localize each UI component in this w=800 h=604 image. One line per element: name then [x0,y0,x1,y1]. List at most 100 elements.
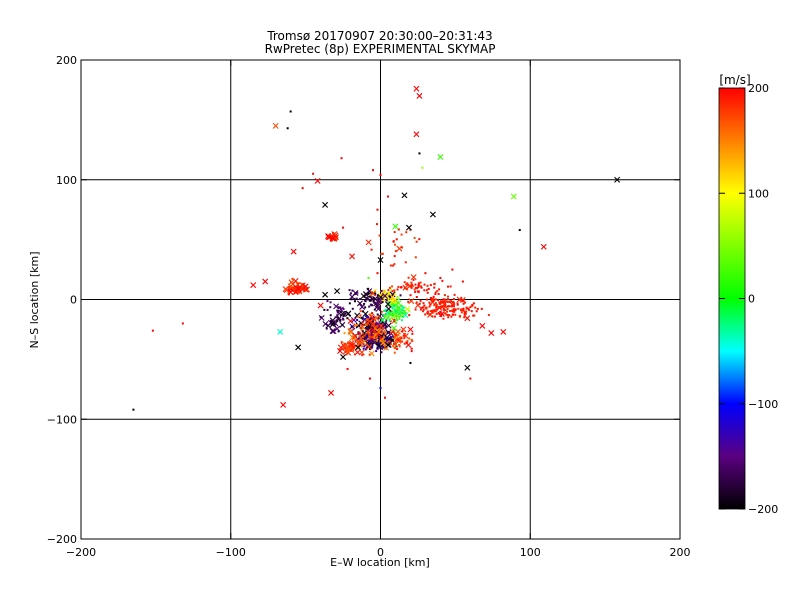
data-point [460,309,463,312]
data-point [326,308,329,311]
colorbar-ticks: 200 100 0 −100 −200 [719,82,778,516]
data-point [434,293,437,296]
data-point-cross [385,305,392,312]
data-point [433,283,436,286]
data-point [444,303,447,306]
data-point-cross [356,300,363,307]
data-point [369,303,372,306]
data-point [312,172,315,175]
data-point-cross [362,310,369,317]
data-point [394,343,397,346]
data-point [151,329,154,332]
data-point-cross [334,288,341,295]
data-point-cross [262,278,269,285]
data-point [401,315,404,318]
data-point [413,288,416,291]
data-point [426,311,429,314]
data-point [433,286,436,289]
data-point-cross [368,313,375,320]
data-point [397,334,400,337]
data-point [438,302,441,305]
data-point [453,310,456,313]
colorbar: 200 100 0 −100 −200 [m/s] [718,73,778,516]
data-point [132,408,135,411]
data-point [373,336,376,339]
data-point-cross [302,283,309,290]
data-point [351,345,354,348]
data-point-cross [372,295,379,302]
data-point [388,286,391,289]
data-point [431,300,434,303]
data-point [371,344,374,347]
data-point [426,284,429,287]
data-point-cross [380,328,387,335]
data-point [391,307,394,310]
data-point [367,316,370,319]
data-point [396,306,399,309]
data-point-cross [339,321,346,328]
data-point [404,261,407,264]
data-point-cross [368,350,375,357]
data-point [395,315,398,318]
data-point [388,319,391,322]
data-point-cross [393,308,400,315]
data-point [403,342,406,345]
data-point [393,351,396,354]
data-point [380,331,383,334]
data-point [440,306,443,309]
data-point [401,340,404,343]
data-point [395,318,398,321]
data-point [370,304,373,307]
chart-title: Tromsø 20170907 20:30:00–20:31:43 [266,29,492,43]
data-point [340,341,343,344]
data-point-cross [358,349,365,356]
data-point [388,340,391,343]
data-point-cross [360,292,367,299]
data-point [387,299,390,302]
data-point [389,264,392,267]
data-point [461,300,464,303]
data-point [432,295,435,298]
data-point [395,238,398,241]
data-point-cross [510,193,517,200]
data-point [342,347,345,350]
data-point [323,308,326,311]
data-point [430,310,433,313]
data-point [410,350,413,353]
data-point [396,288,399,291]
data-point [386,297,389,300]
chart-subtitle: RwPretec (8p) EXPERIMENTAL SKYMAP [265,42,496,56]
data-point [361,354,364,357]
data-point [449,285,452,288]
data-point [414,286,417,289]
data-point [338,319,341,322]
data-point [406,341,409,344]
data-point [419,299,422,302]
data-point [451,310,454,313]
data-point-cross [322,201,329,208]
data-point [377,317,380,320]
data-point [412,278,415,281]
data-point [414,283,417,286]
data-point [388,297,391,300]
data-point [383,396,386,399]
data-point [358,340,361,343]
data-point [393,263,396,266]
y-tick-label: 0 [70,294,77,307]
data-point [419,281,422,284]
data-point [421,310,424,313]
data-point [425,298,428,301]
y-axis-label: N–S location [km] [28,251,41,348]
data-point [386,195,389,198]
data-point [346,346,349,349]
data-point [433,309,436,312]
data-point [396,338,399,341]
data-point [446,298,449,301]
data-point [387,293,390,296]
data-point [433,315,436,318]
data-point [417,284,420,287]
data-point [392,346,395,349]
data-point [336,316,339,319]
data-point [431,298,434,301]
data-point [365,296,368,299]
